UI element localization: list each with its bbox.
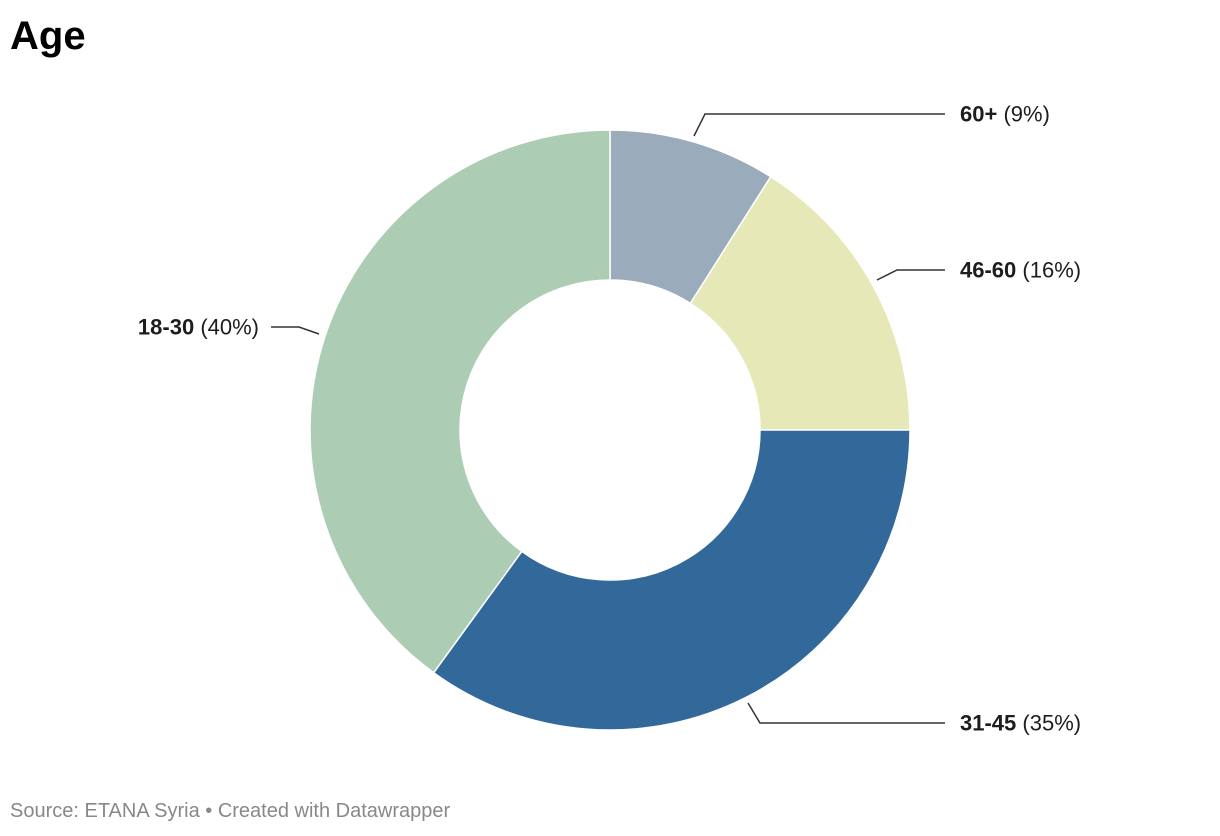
slice-31-45 [432,429,911,731]
credit-text: Created with Datawrapper [217,800,451,822]
slice-label-category: 60+ [960,102,997,127]
slice-label: 46-60 (16%) [960,258,1081,283]
chart-title: Age [10,14,86,58]
slice-label-category: 46-60 [960,258,1016,283]
leader-line [876,269,945,281]
slice-label-category: 18-30 [138,315,194,340]
slice-label: 60+ (9%) [960,102,1050,127]
source-text: Source: ETANA Syria [10,800,200,822]
slice-label-percent: (35%) [1016,711,1081,736]
slice-46-60 [689,175,911,431]
leader-lines [271,113,945,724]
leader-line [693,113,945,137]
slice-label-percent: (40%) [194,315,259,340]
chart-footer: Source: ETANA Syria • Created with Dataw… [10,800,450,823]
slice-labels: 60+ (9%) 46-60 (16%) 31-45 (35%) 18-30 (40%… [138,102,1081,736]
slice-label-percent: (9%) [997,102,1050,127]
leader-line [271,326,320,335]
slice-label: 31-45 (35%) [960,711,1081,736]
footer-separator: • [199,800,218,822]
slice-18-30 [309,129,611,674]
leader-line [747,702,945,724]
donut-slices [309,129,911,731]
slice-label-category: 31-45 [960,711,1016,736]
slice-label: 18-30 (40%) [138,315,259,340]
slice-label-percent: (16%) [1016,258,1081,283]
